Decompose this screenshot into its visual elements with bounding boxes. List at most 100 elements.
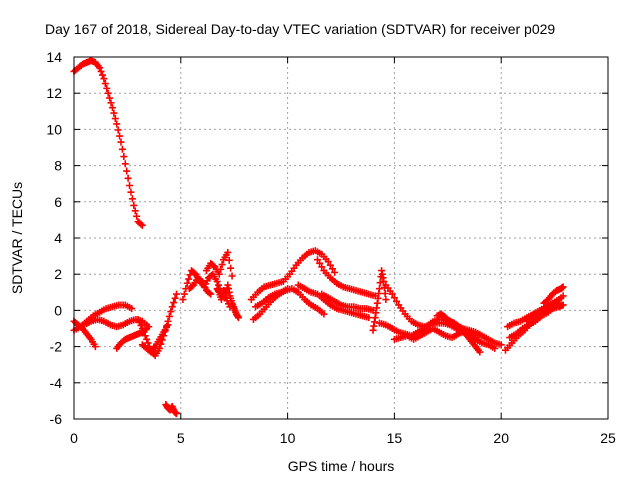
data-point (117, 138, 125, 146)
data-point (173, 290, 181, 298)
x-axis-title: GPS time / hours (288, 458, 395, 474)
data-point (103, 84, 111, 92)
y-tick-label: 6 (54, 194, 62, 210)
data-point (227, 264, 235, 272)
data-points (70, 57, 567, 418)
data-point (168, 303, 176, 311)
data-point (110, 109, 118, 117)
data-point (388, 290, 396, 298)
data-point (144, 339, 152, 347)
series-arc-6 (134, 290, 181, 360)
data-point (284, 285, 292, 293)
data-point (326, 261, 334, 269)
data-point (207, 290, 215, 298)
y-tick-label: 2 (54, 266, 62, 282)
data-point (555, 296, 563, 304)
data-point (167, 308, 175, 316)
data-point (141, 332, 149, 340)
data-point (171, 294, 179, 302)
data-point (133, 212, 141, 220)
data-point (183, 279, 191, 287)
data-point (316, 259, 324, 267)
data-point (185, 275, 193, 283)
x-tick-label: 10 (280, 430, 296, 446)
series-arc-27 (523, 301, 567, 325)
data-point (328, 265, 336, 273)
y-tick-label: 14 (46, 49, 62, 65)
data-point (476, 348, 484, 356)
data-point (107, 99, 115, 107)
series-arc-19 (369, 267, 390, 334)
data-point (120, 153, 128, 161)
data-point (380, 277, 388, 285)
data-point (130, 201, 138, 209)
data-point (382, 296, 390, 304)
data-point (188, 282, 196, 290)
y-tick-labels: -6 -4 -2 0 2 4 6 8 10 12 14 (46, 49, 62, 427)
data-point (170, 299, 178, 307)
data-point (375, 285, 383, 293)
x-tick-label: 20 (493, 430, 509, 446)
y-tick-label: 0 (54, 302, 62, 318)
data-point (123, 167, 131, 175)
data-point (138, 325, 146, 332)
y-tick-label: -2 (50, 339, 63, 355)
data-point (559, 301, 567, 309)
data-point (217, 265, 225, 273)
data-point (100, 75, 108, 83)
series-arc-18 (318, 290, 377, 314)
data-point (234, 314, 242, 322)
data-point (390, 294, 398, 302)
data-point (318, 263, 326, 271)
x-tick-labels: 0 5 10 15 20 25 (70, 430, 616, 446)
data-point (108, 104, 116, 112)
plot-frame (73, 56, 609, 420)
series-arc-7 (138, 321, 172, 356)
y-tick-label: 12 (46, 85, 62, 101)
series-arc-1 (70, 57, 146, 229)
data-point (381, 290, 389, 298)
data-point (179, 296, 187, 304)
data-point (559, 292, 567, 300)
series-arc-11 (185, 274, 215, 298)
data-point (128, 305, 136, 313)
gridlines (74, 57, 608, 419)
chart-title: Day 167 of 2018, Sidereal Day-to-day VTE… (45, 21, 555, 37)
y-tick-label: 8 (54, 158, 62, 174)
data-point (138, 221, 146, 229)
data-point (104, 89, 112, 97)
data-point (228, 272, 236, 280)
data-point (393, 297, 401, 305)
data-point (131, 207, 139, 215)
y-tick-label: 4 (54, 230, 62, 246)
data-point (224, 248, 232, 256)
data-point (116, 132, 124, 140)
data-point (559, 283, 567, 291)
data-point (101, 80, 109, 88)
series-arc-2 (70, 301, 136, 334)
data-point (111, 115, 119, 123)
data-point (121, 160, 129, 168)
x-tick-label: 5 (177, 430, 185, 446)
data-point (143, 335, 151, 343)
y-tick-label: 10 (46, 121, 62, 137)
data-point (225, 256, 233, 264)
series-arc-10 (202, 248, 236, 280)
data-point (474, 335, 482, 343)
series-arc-15 (252, 285, 292, 311)
data-point (113, 120, 121, 128)
series-arc-4 (81, 315, 153, 331)
data-point (96, 64, 104, 72)
data-point (213, 277, 221, 285)
series-arc-8 (162, 401, 181, 418)
data-point (314, 256, 322, 264)
data-point (320, 310, 328, 318)
data-point (91, 343, 99, 351)
data-point (365, 314, 373, 322)
series-arc-12 (213, 281, 242, 322)
y-axis-title: SDTVAR / TECUs (9, 182, 25, 294)
data-point (210, 262, 218, 270)
data-point (324, 258, 332, 266)
y-tick-label: -4 (50, 375, 63, 391)
